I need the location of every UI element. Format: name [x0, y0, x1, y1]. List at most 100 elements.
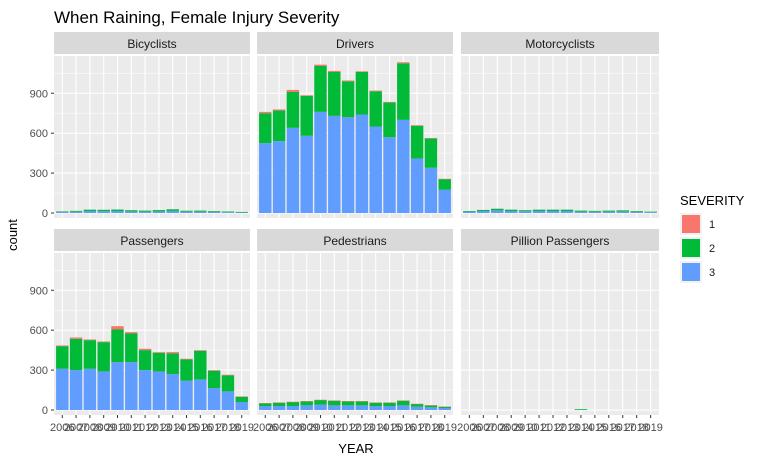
facet-panels: Bicyclists 0 300 600 900 Drivers Motorcyclists… — [30, 32, 659, 417]
bar-segment-severity-1 — [207, 370, 221, 371]
bar-segment-severity-2 — [83, 340, 97, 369]
bar-segment-severity-2 — [616, 210, 630, 212]
bar-segment-severity-1 — [397, 400, 410, 401]
bar-segment-severity-2 — [83, 209, 97, 212]
y-tick-label: 0 — [42, 208, 48, 220]
x-tick-label: 2017 — [202, 422, 226, 434]
bar-segment-severity-3 — [328, 405, 341, 410]
facet-strip-label: Motorcyclists — [525, 37, 594, 51]
bar-segment-severity-3 — [69, 370, 83, 410]
bar-segment-severity-1 — [138, 348, 152, 351]
facet-strip — [257, 32, 453, 54]
bar-segment-severity-1 — [410, 125, 424, 126]
bar-segment-severity-2 — [644, 211, 657, 213]
bar-segment-severity-2 — [111, 329, 124, 363]
x-tick-label: 2013 — [147, 422, 171, 434]
bar-segment-severity-3 — [369, 126, 382, 213]
bar-segment-severity-2 — [286, 402, 300, 407]
bar-segment-severity-2 — [630, 211, 643, 212]
bar-segment-severity-3 — [546, 211, 560, 213]
bar-segment-severity-3 — [300, 405, 313, 410]
bar-segment-severity-3 — [152, 211, 166, 213]
x-tick-label: 2008 — [281, 422, 305, 434]
bar-segment-severity-2 — [410, 125, 424, 159]
bar-segment-severity-3 — [194, 211, 207, 213]
bar-segment-severity-3 — [355, 405, 369, 410]
bar-segment-severity-2 — [272, 110, 286, 142]
bar-segment-severity-1 — [410, 403, 424, 405]
facet-strip-label: Pillion Passengers — [511, 234, 610, 248]
bar-segment-severity-3 — [438, 408, 451, 410]
bar-segment-severity-3 — [286, 127, 300, 213]
bar-segment-severity-3 — [56, 368, 69, 410]
bar-segment-severity-3 — [235, 402, 248, 410]
bar-segment-severity-1 — [341, 80, 355, 82]
chart-title: When Raining, Female Injury Severity — [54, 8, 340, 27]
bar-segment-severity-2 — [424, 405, 438, 408]
bar-segment-severity-2 — [588, 210, 602, 212]
bar-segment-severity-2 — [97, 342, 110, 372]
bar-segment-severity-2 — [56, 211, 69, 212]
legend: SEVERITY 1 2 3 — [680, 193, 745, 283]
x-tick-label: 2007 — [267, 422, 291, 434]
bar-segment-severity-3 — [560, 211, 574, 213]
bar-segment-severity-2 — [125, 210, 138, 212]
y-tick-label: 600 — [30, 325, 48, 337]
bar-segment-severity-1 — [83, 339, 97, 341]
bar-segment-severity-3 — [490, 210, 504, 213]
bar-segment-severity-2 — [56, 346, 69, 369]
bar-segment-severity-2 — [97, 209, 110, 212]
bar-segment-severity-3 — [97, 211, 110, 213]
bar-segment-severity-3 — [207, 211, 221, 213]
x-tick-label: 2006 — [253, 422, 277, 434]
bar-segment-severity-3 — [138, 370, 152, 410]
bar-segment-severity-1 — [221, 374, 235, 376]
bar-segment-severity-3 — [194, 379, 207, 410]
bar-segment-severity-2 — [69, 210, 83, 212]
x-tick-label: 2008 — [78, 422, 102, 434]
bar-segment-severity-2 — [397, 63, 410, 120]
bar-segment-severity-3 — [616, 211, 630, 213]
bar-segment-severity-3 — [180, 380, 193, 410]
x-tick-label: 2011 — [119, 422, 143, 434]
legend-entry-label: 2 — [709, 243, 715, 255]
legend-entry-label: 1 — [709, 219, 715, 231]
x-tick-label: 2019 — [638, 422, 662, 434]
bar-segment-severity-2 — [166, 353, 179, 375]
panel-background — [257, 56, 453, 218]
x-tick-label: 2019 — [432, 422, 456, 434]
bar-segment-severity-2 — [207, 370, 221, 389]
legend-title: SEVERITY — [680, 193, 745, 208]
bar-segment-severity-3 — [272, 406, 286, 410]
bar-segment-severity-1 — [397, 62, 410, 64]
facet-panel: Drivers — [257, 32, 453, 218]
x-tick-label: 2017 — [611, 422, 635, 434]
bar-segment-severity-2 — [383, 102, 396, 138]
bar-segment-severity-1 — [152, 352, 166, 353]
bar-segment-severity-1 — [300, 401, 313, 402]
bar-segment-severity-2 — [111, 209, 124, 212]
bar-segment-severity-1 — [69, 337, 83, 339]
bar-segment-severity-2 — [286, 91, 300, 128]
bar-segment-severity-1 — [369, 90, 382, 92]
bar-segment-severity-1 — [383, 101, 396, 103]
bar-segment-severity-2 — [207, 211, 221, 212]
facet-strip-label: Drivers — [336, 37, 374, 51]
bar-segment-severity-1 — [300, 95, 313, 96]
bar-segment-severity-2 — [532, 209, 546, 212]
x-tick-label: 2018 — [216, 422, 240, 434]
bar-segment-severity-3 — [259, 143, 272, 213]
bar-segment-severity-3 — [180, 211, 193, 213]
bar-segment-severity-3 — [477, 211, 490, 213]
bar-segment-severity-3 — [314, 111, 327, 213]
x-tick-label: 2013 — [555, 422, 579, 434]
bar-segment-severity-3 — [410, 406, 424, 410]
bar-segment-severity-1 — [328, 70, 341, 72]
bar-segment-severity-3 — [588, 211, 602, 213]
bar-segment-severity-2 — [424, 138, 438, 168]
bar-segment-severity-2 — [355, 401, 369, 406]
bar-segment-severity-2 — [125, 333, 138, 363]
bar-segment-severity-2 — [194, 350, 207, 380]
x-tick-label: 2012 — [336, 422, 360, 434]
